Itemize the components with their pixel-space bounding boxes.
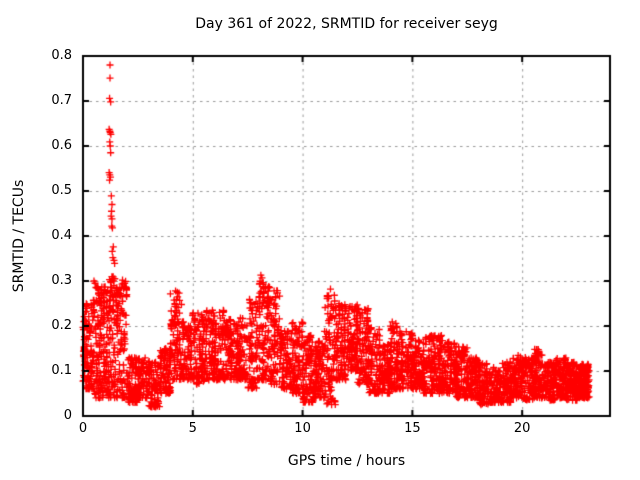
x-tick-label: 5 (188, 421, 197, 436)
y-tick-label: 0.8 (51, 48, 72, 63)
y-tick-label: 0.6 (51, 138, 72, 153)
chart-title: Day 361 of 2022, SRMTID for receiver sey… (195, 16, 498, 32)
x-tick-label: 15 (404, 421, 421, 436)
y-tick-label: 0.5 (51, 183, 72, 198)
x-tick-label: 10 (294, 421, 311, 436)
y-tick-label: 0.4 (51, 228, 72, 243)
y-tick-label: 0.1 (51, 363, 72, 378)
x-tick-label: 0 (78, 421, 88, 436)
y-tick-label: 0.3 (51, 273, 72, 288)
x-axis-label: GPS time / hours (287, 453, 406, 469)
y-tick-label: 0 (63, 408, 72, 423)
y-tick-label: 0.2 (51, 318, 72, 333)
y-tick-label: 0.7 (51, 93, 72, 108)
x-tick-label: 20 (513, 421, 531, 436)
